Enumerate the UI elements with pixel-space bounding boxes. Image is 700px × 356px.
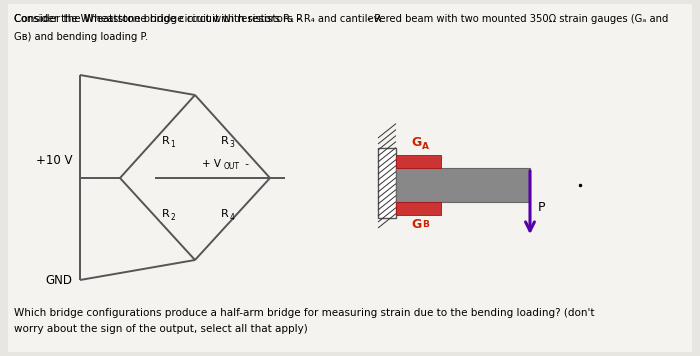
Text: Consider the Wheatstone bridge circuit with resistors R₁ - R₄ and cantilevered b: Consider the Wheatstone bridge circuit w… bbox=[14, 14, 668, 24]
Text: P: P bbox=[538, 201, 545, 214]
Text: -: - bbox=[242, 159, 249, 169]
Text: R: R bbox=[162, 209, 169, 219]
Text: +10 V: +10 V bbox=[36, 153, 72, 167]
Text: A: A bbox=[422, 142, 429, 151]
Text: G: G bbox=[411, 136, 421, 149]
Text: R: R bbox=[220, 209, 228, 219]
Text: - R: - R bbox=[364, 14, 382, 24]
Text: worry about the sign of the output, select all that apply): worry about the sign of the output, sele… bbox=[14, 324, 308, 334]
Bar bbox=[378, 148, 396, 218]
Bar bbox=[396, 202, 441, 215]
Text: OUT: OUT bbox=[224, 162, 240, 171]
Text: G: G bbox=[411, 218, 421, 231]
Text: Consider the Wheatstone bridge circuit with resistors R: Consider the Wheatstone bridge circuit w… bbox=[14, 14, 303, 24]
Text: 3: 3 bbox=[230, 140, 235, 149]
Text: 4: 4 bbox=[230, 213, 235, 221]
Text: 1: 1 bbox=[171, 140, 175, 149]
Text: 2: 2 bbox=[171, 213, 175, 221]
Text: R: R bbox=[162, 136, 169, 147]
Text: B: B bbox=[422, 220, 429, 229]
Text: Which bridge configurations produce a half-arm bridge for measuring strain due t: Which bridge configurations produce a ha… bbox=[14, 308, 594, 318]
Bar bbox=[396, 168, 530, 202]
Text: GND: GND bbox=[45, 273, 72, 287]
Text: Gʙ) and bending loading P.: Gʙ) and bending loading P. bbox=[14, 32, 148, 42]
Bar bbox=[396, 155, 441, 168]
Text: R: R bbox=[220, 136, 228, 147]
Text: + V: + V bbox=[202, 159, 221, 169]
